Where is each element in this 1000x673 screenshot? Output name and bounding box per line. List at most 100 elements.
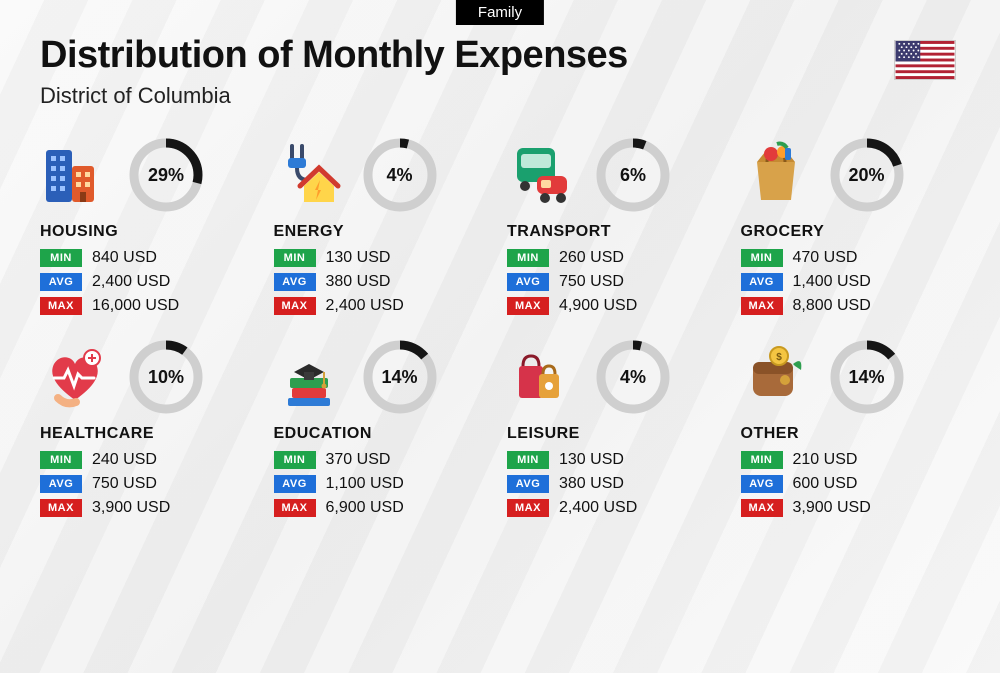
avg-value: 1,400 USD <box>793 273 871 291</box>
category-name: HEALTHCARE <box>40 425 260 443</box>
min-badge: MIN <box>274 249 316 267</box>
avg-badge: AVG <box>507 475 549 493</box>
max-value: 6,900 USD <box>326 499 404 517</box>
expense-card: 4% LEISURE MIN 130 USD AVG 380 USD MAX 2… <box>507 339 727 523</box>
healthcare-icon <box>40 342 110 412</box>
donut-chart: 14% <box>829 339 905 415</box>
donut-percent: 6% <box>595 137 671 213</box>
min-badge: MIN <box>507 249 549 267</box>
max-badge: MAX <box>507 499 549 517</box>
max-value: 4,900 USD <box>559 297 637 315</box>
avg-badge: AVG <box>274 273 316 291</box>
category-name: OTHER <box>741 425 961 443</box>
min-badge: MIN <box>507 451 549 469</box>
min-badge: MIN <box>741 451 783 469</box>
donut-percent: 4% <box>595 339 671 415</box>
avg-badge: AVG <box>507 273 549 291</box>
donut-chart: 4% <box>362 137 438 213</box>
education-icon <box>274 342 344 412</box>
energy-icon <box>274 140 344 210</box>
max-badge: MAX <box>741 297 783 315</box>
min-badge: MIN <box>40 249 82 267</box>
leisure-icon <box>507 342 577 412</box>
grocery-icon <box>741 140 811 210</box>
avg-value: 750 USD <box>92 475 157 493</box>
avg-value: 380 USD <box>559 475 624 493</box>
category-stats: MIN 210 USD AVG 600 USD MAX 3,900 USD <box>741 451 961 517</box>
avg-badge: AVG <box>40 475 82 493</box>
avg-value: 2,400 USD <box>92 273 170 291</box>
max-value: 3,900 USD <box>793 499 871 517</box>
max-value: 16,000 USD <box>92 297 179 315</box>
donut-chart: 4% <box>595 339 671 415</box>
category-stats: MIN 260 USD AVG 750 USD MAX 4,900 USD <box>507 249 727 315</box>
max-badge: MAX <box>274 297 316 315</box>
header: Distribution of Monthly Expenses Distric… <box>0 0 1000 109</box>
donut-percent: 14% <box>362 339 438 415</box>
expense-card: 14% EDUCATION MIN 370 USD AVG 1,100 USD … <box>274 339 494 523</box>
max-value: 2,400 USD <box>326 297 404 315</box>
min-value: 370 USD <box>326 451 391 469</box>
donut-chart: 14% <box>362 339 438 415</box>
category-stats: MIN 130 USD AVG 380 USD MAX 2,400 USD <box>507 451 727 517</box>
expense-card: 4% ENERGY MIN 130 USD AVG 380 USD MAX 2,… <box>274 137 494 321</box>
avg-badge: AVG <box>274 475 316 493</box>
us-flag-icon <box>894 40 956 80</box>
avg-badge: AVG <box>741 475 783 493</box>
avg-value: 750 USD <box>559 273 624 291</box>
avg-badge: AVG <box>40 273 82 291</box>
donut-percent: 14% <box>829 339 905 415</box>
max-value: 3,900 USD <box>92 499 170 517</box>
page-title: Distribution of Monthly Expenses <box>40 34 960 77</box>
other-icon: $ <box>741 342 811 412</box>
category-stats: MIN 240 USD AVG 750 USD MAX 3,900 USD <box>40 451 260 517</box>
category-name: ENERGY <box>274 223 494 241</box>
category-stats: MIN 370 USD AVG 1,100 USD MAX 6,900 USD <box>274 451 494 517</box>
min-value: 470 USD <box>793 249 858 267</box>
transport-icon <box>507 140 577 210</box>
donut-chart: 29% <box>128 137 204 213</box>
max-badge: MAX <box>507 297 549 315</box>
category-name: EDUCATION <box>274 425 494 443</box>
donut-chart: 20% <box>829 137 905 213</box>
max-badge: MAX <box>741 499 783 517</box>
category-name: TRANSPORT <box>507 223 727 241</box>
expense-grid: 29% HOUSING MIN 840 USD AVG 2,400 USD MA… <box>0 109 1000 523</box>
min-value: 260 USD <box>559 249 624 267</box>
category-stats: MIN 840 USD AVG 2,400 USD MAX 16,000 USD <box>40 249 260 315</box>
svg-text:$: $ <box>776 352 782 363</box>
expense-card: $ 14% OTHER MIN 210 USD AVG 600 USD MAX <box>741 339 961 523</box>
avg-badge: AVG <box>741 273 783 291</box>
donut-chart: 6% <box>595 137 671 213</box>
max-badge: MAX <box>40 499 82 517</box>
category-stats: MIN 470 USD AVG 1,400 USD MAX 8,800 USD <box>741 249 961 315</box>
category-name: HOUSING <box>40 223 260 241</box>
category-name: GROCERY <box>741 223 961 241</box>
min-badge: MIN <box>40 451 82 469</box>
max-badge: MAX <box>40 297 82 315</box>
expense-card: 6% TRANSPORT MIN 260 USD AVG 750 USD MAX… <box>507 137 727 321</box>
donut-percent: 10% <box>128 339 204 415</box>
min-badge: MIN <box>274 451 316 469</box>
max-badge: MAX <box>274 499 316 517</box>
donut-percent: 20% <box>829 137 905 213</box>
expense-card: 29% HOUSING MIN 840 USD AVG 2,400 USD MA… <box>40 137 260 321</box>
donut-chart: 10% <box>128 339 204 415</box>
min-value: 130 USD <box>559 451 624 469</box>
min-value: 840 USD <box>92 249 157 267</box>
category-name: LEISURE <box>507 425 727 443</box>
buildings-icon <box>40 140 110 210</box>
page-subtitle: District of Columbia <box>40 83 960 109</box>
max-value: 8,800 USD <box>793 297 871 315</box>
min-value: 210 USD <box>793 451 858 469</box>
donut-percent: 29% <box>128 137 204 213</box>
min-badge: MIN <box>741 249 783 267</box>
donut-percent: 4% <box>362 137 438 213</box>
category-stats: MIN 130 USD AVG 380 USD MAX 2,400 USD <box>274 249 494 315</box>
expense-card: 20% GROCERY MIN 470 USD AVG 1,400 USD MA… <box>741 137 961 321</box>
min-value: 130 USD <box>326 249 391 267</box>
avg-value: 380 USD <box>326 273 391 291</box>
min-value: 240 USD <box>92 451 157 469</box>
expense-card: 10% HEALTHCARE MIN 240 USD AVG 750 USD M… <box>40 339 260 523</box>
max-value: 2,400 USD <box>559 499 637 517</box>
